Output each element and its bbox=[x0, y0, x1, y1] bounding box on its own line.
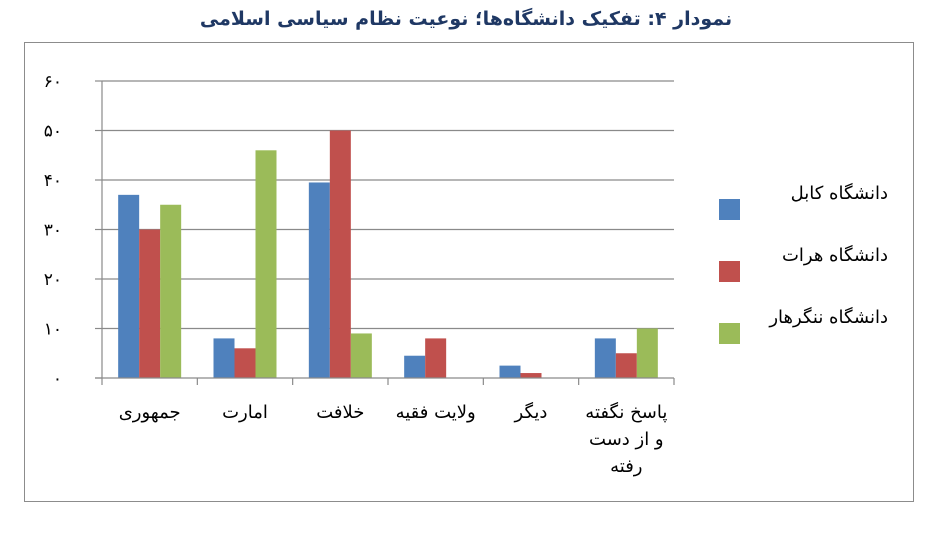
bar bbox=[499, 365, 521, 378]
bar bbox=[160, 204, 182, 378]
bar bbox=[615, 353, 637, 378]
labels: ۰ ۱۰ ۲۰ ۳۰ ۴۰ ۵۰ ۶۰ جمهوری امارت خلافت ولایت فقیه د… bbox=[44, 72, 668, 477]
y-tick-label: ۵۰ bbox=[44, 122, 62, 142]
chart-title: نمودار ۴: تفکیک دانشگاه‌ها؛ نوعیت نظام س… bbox=[199, 8, 733, 30]
bar bbox=[329, 130, 351, 378]
y-tick-label: ۰ bbox=[53, 369, 62, 389]
y-tick-label: ۳۰ bbox=[44, 221, 62, 241]
bars bbox=[118, 130, 658, 378]
x-category-label: جمهوری bbox=[119, 402, 181, 423]
x-category-label: خلافت bbox=[316, 402, 364, 423]
bar bbox=[255, 150, 277, 378]
legend-label: دانشگاه کابل bbox=[791, 182, 888, 204]
bar bbox=[350, 333, 372, 378]
legend-label: دانشگاه ننگرهار bbox=[768, 306, 888, 328]
bar bbox=[425, 338, 447, 378]
y-tick-label: ۴۰ bbox=[44, 171, 62, 191]
x-category-label: امارت bbox=[222, 402, 268, 423]
x-category-label: و از دست bbox=[589, 429, 664, 450]
bar bbox=[594, 338, 616, 378]
x-category-label: پاسخ نگفته bbox=[585, 401, 667, 423]
bar bbox=[213, 338, 235, 378]
bar bbox=[118, 194, 140, 378]
bar bbox=[234, 348, 256, 378]
y-tick-label: ۶۰ bbox=[44, 72, 62, 92]
x-category-label: دیگر bbox=[514, 401, 548, 423]
bar bbox=[636, 328, 658, 378]
bar bbox=[308, 182, 330, 378]
legend: دانشگاه کابل دانشگاه هرات دانشگاه ننگرهار bbox=[719, 182, 888, 344]
x-category-label: رفته bbox=[610, 456, 642, 477]
bar bbox=[520, 373, 542, 378]
legend-swatch bbox=[719, 199, 740, 220]
legend-swatch bbox=[719, 323, 740, 344]
legend-label: دانشگاه هرات bbox=[782, 244, 888, 266]
chart-frame bbox=[24, 42, 914, 502]
y-tick-label: ۲۰ bbox=[44, 270, 62, 290]
x-category-label: ولایت فقیه bbox=[396, 402, 476, 423]
y-tick-label: ۱۰ bbox=[44, 320, 62, 340]
axes bbox=[95, 80, 675, 385]
bar bbox=[139, 229, 161, 378]
legend-swatch bbox=[719, 261, 740, 282]
gridlines bbox=[102, 80, 674, 330]
bar bbox=[404, 355, 426, 378]
